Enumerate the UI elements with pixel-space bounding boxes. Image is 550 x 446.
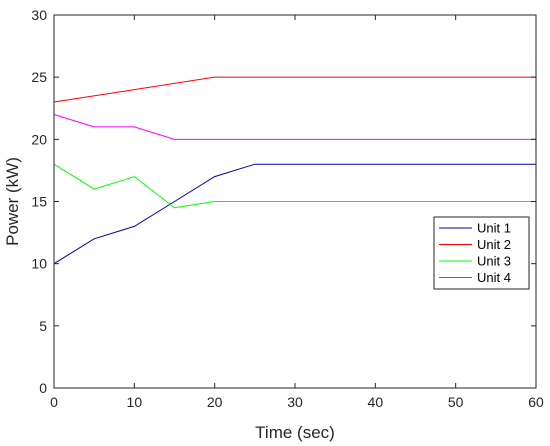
y-axis-label: Power (kW) [3, 157, 22, 246]
series-line-2 [53, 76, 536, 103]
y-tick-label: 5 [39, 318, 47, 334]
legend-label: Unit 2 [477, 237, 511, 252]
x-tick-label: 60 [528, 394, 544, 410]
legend-label: Unit 3 [477, 254, 511, 269]
series-line-3 [53, 163, 536, 209]
x-tick-label: 30 [287, 394, 303, 410]
legend-label: Unit 4 [477, 270, 511, 285]
series-layer [53, 76, 536, 265]
x-axis-label: Time (sec) [255, 423, 335, 442]
x-tick-label: 50 [448, 394, 464, 410]
y-tick-label: 25 [31, 69, 47, 85]
series-line-4 [53, 113, 536, 140]
series-line-1 [53, 163, 536, 265]
legend-label: Unit 1 [477, 221, 511, 236]
x-tick-label: 20 [207, 394, 223, 410]
y-tick-label: 0 [39, 380, 47, 396]
x-tick-label: 0 [50, 394, 58, 410]
tick-labels: 0 10 20 30 40 50 60 0 5 10 15 20 25 30 [31, 7, 544, 410]
axes [53, 14, 537, 389]
y-tick-label: 15 [31, 194, 47, 210]
y-tick-label: 20 [31, 131, 47, 147]
y-tick-label: 10 [31, 256, 47, 272]
x-tick-label: 40 [368, 394, 384, 410]
y-tick-label: 30 [31, 7, 47, 23]
x-tick-label: 10 [127, 394, 143, 410]
